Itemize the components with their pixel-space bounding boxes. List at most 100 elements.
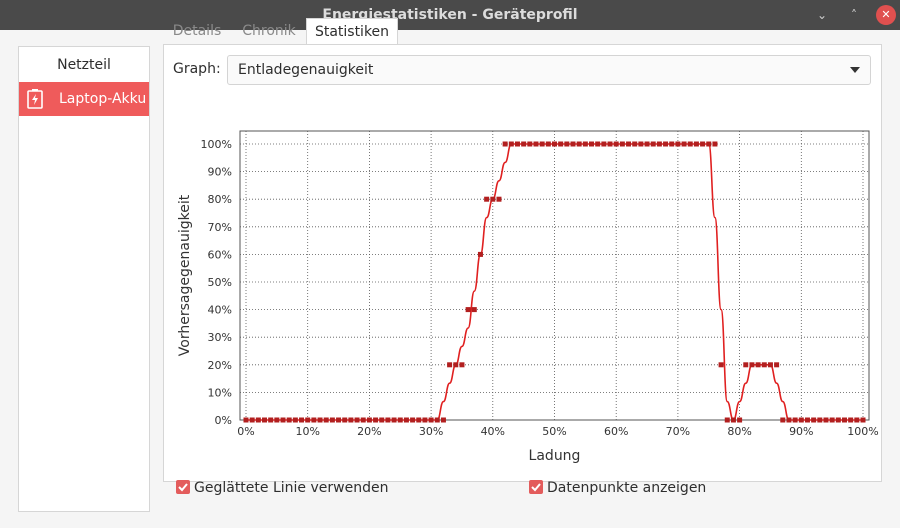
data-point bbox=[743, 362, 749, 368]
data-point bbox=[410, 417, 416, 423]
title-bar: Energiestatistiken - Geräteprofil ⌄ ˄ ✕ bbox=[0, 0, 900, 30]
data-point bbox=[354, 417, 360, 423]
data-point bbox=[292, 417, 298, 423]
data-point bbox=[823, 417, 829, 423]
maximize-icon[interactable]: ˄ bbox=[851, 8, 857, 22]
y-tick-label: 80% bbox=[208, 193, 232, 206]
data-point bbox=[428, 417, 434, 423]
sidebar-item-label: Netzteil bbox=[57, 57, 111, 73]
chevron-down-icon bbox=[850, 67, 860, 73]
device-list: Netzteil Laptop-Akku bbox=[18, 46, 150, 512]
data-point bbox=[502, 141, 508, 147]
data-point bbox=[416, 417, 422, 423]
data-point bbox=[804, 417, 810, 423]
data-point bbox=[564, 141, 570, 147]
data-point bbox=[601, 141, 607, 147]
data-point bbox=[508, 141, 514, 147]
y-tick-label: 0% bbox=[215, 414, 232, 427]
sidebar-item-laptop-akku[interactable]: Laptop-Akku bbox=[19, 82, 149, 116]
data-point bbox=[342, 417, 348, 423]
data-point bbox=[317, 417, 323, 423]
data-point bbox=[545, 141, 551, 147]
data-point bbox=[848, 417, 854, 423]
x-tick-label: 20% bbox=[357, 425, 381, 438]
close-icon[interactable]: ✕ bbox=[876, 5, 896, 25]
data-point bbox=[576, 141, 582, 147]
y-tick-label: 10% bbox=[208, 386, 232, 399]
data-point bbox=[471, 307, 477, 313]
smoothed-line-label: Geglättete Linie verwenden bbox=[194, 480, 389, 496]
graph-type-select[interactable]: Entladegenauigkeit bbox=[227, 55, 871, 85]
data-point bbox=[595, 141, 601, 147]
data-point bbox=[434, 417, 440, 423]
data-point bbox=[286, 417, 292, 423]
data-point bbox=[262, 417, 268, 423]
data-point bbox=[761, 362, 767, 368]
x-axis-label: Ladung bbox=[529, 448, 581, 464]
data-point bbox=[675, 141, 681, 147]
data-point bbox=[385, 417, 391, 423]
data-point bbox=[397, 417, 403, 423]
data-point bbox=[589, 141, 595, 147]
data-point bbox=[527, 141, 533, 147]
data-point bbox=[607, 141, 613, 147]
data-point bbox=[582, 141, 588, 147]
data-point bbox=[644, 141, 650, 147]
data-point bbox=[767, 362, 773, 368]
data-point bbox=[459, 362, 465, 368]
data-point bbox=[693, 141, 699, 147]
data-point bbox=[737, 417, 743, 423]
data-point bbox=[650, 141, 656, 147]
data-point bbox=[268, 417, 274, 423]
tab-chronik[interactable]: Chronik bbox=[242, 23, 296, 39]
data-point bbox=[669, 141, 675, 147]
y-tick-label: 100% bbox=[201, 138, 232, 151]
data-point bbox=[712, 141, 718, 147]
y-tick-label: 60% bbox=[208, 248, 232, 261]
data-point bbox=[453, 362, 459, 368]
data-point bbox=[619, 141, 625, 147]
tab-statistiken[interactable]: Statistiken bbox=[306, 18, 398, 45]
minimize-icon[interactable]: ⌄ bbox=[816, 8, 828, 22]
data-point bbox=[477, 251, 483, 257]
data-point bbox=[274, 417, 280, 423]
data-point bbox=[422, 417, 428, 423]
data-point bbox=[681, 141, 687, 147]
data-points-checkbox[interactable] bbox=[529, 480, 543, 494]
data-point bbox=[514, 141, 520, 147]
data-point bbox=[638, 141, 644, 147]
accuracy-chart: 0% 10% 20% 30% 40% 50% 60% 70% 80% 90% 100% 0% 10% 20… bbox=[177, 130, 879, 464]
y-tick-label: 30% bbox=[208, 331, 232, 344]
data-point bbox=[360, 417, 366, 423]
data-point bbox=[774, 362, 780, 368]
data-point bbox=[656, 141, 662, 147]
data-point bbox=[626, 141, 632, 147]
smoothed-line-checkbox[interactable] bbox=[176, 480, 190, 494]
data-point bbox=[243, 417, 249, 423]
data-point bbox=[780, 417, 786, 423]
data-point bbox=[700, 141, 706, 147]
data-point bbox=[724, 417, 730, 423]
data-point bbox=[391, 417, 397, 423]
data-point bbox=[811, 417, 817, 423]
y-tick-label: 90% bbox=[208, 166, 232, 179]
tab-details[interactable]: Details bbox=[172, 23, 222, 39]
data-point bbox=[336, 417, 342, 423]
data-point bbox=[305, 417, 311, 423]
data-point bbox=[379, 417, 385, 423]
data-point bbox=[786, 417, 792, 423]
data-point bbox=[311, 417, 317, 423]
data-point bbox=[558, 141, 564, 147]
data-point bbox=[613, 141, 619, 147]
data-point bbox=[348, 417, 354, 423]
data-point bbox=[249, 417, 255, 423]
data-points-label: Datenpunkte anzeigen bbox=[547, 480, 707, 496]
x-tick-label: 40% bbox=[481, 425, 505, 438]
data-point bbox=[366, 417, 372, 423]
data-point bbox=[755, 362, 761, 368]
data-point bbox=[841, 417, 847, 423]
data-point bbox=[860, 417, 866, 423]
data-point bbox=[484, 196, 490, 202]
checkmark-icon bbox=[178, 483, 188, 492]
sidebar-item-netzteil[interactable]: Netzteil bbox=[19, 48, 149, 82]
